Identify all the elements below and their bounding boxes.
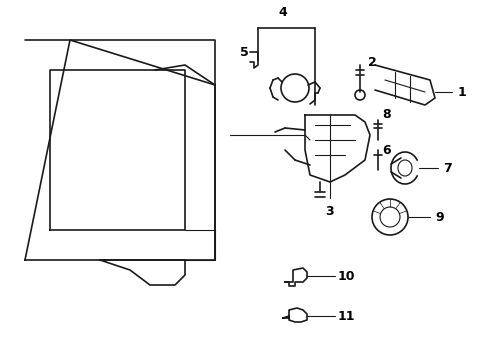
Text: 1: 1 — [457, 86, 466, 99]
Text: 6: 6 — [381, 144, 390, 157]
Text: 2: 2 — [367, 55, 376, 68]
Text: 5: 5 — [239, 45, 248, 59]
Text: 4: 4 — [278, 5, 287, 18]
Text: 8: 8 — [381, 108, 390, 121]
Text: 7: 7 — [442, 162, 451, 175]
Text: 11: 11 — [337, 310, 355, 323]
Text: 10: 10 — [337, 270, 355, 283]
Text: 9: 9 — [434, 211, 443, 224]
Text: 3: 3 — [325, 205, 334, 218]
